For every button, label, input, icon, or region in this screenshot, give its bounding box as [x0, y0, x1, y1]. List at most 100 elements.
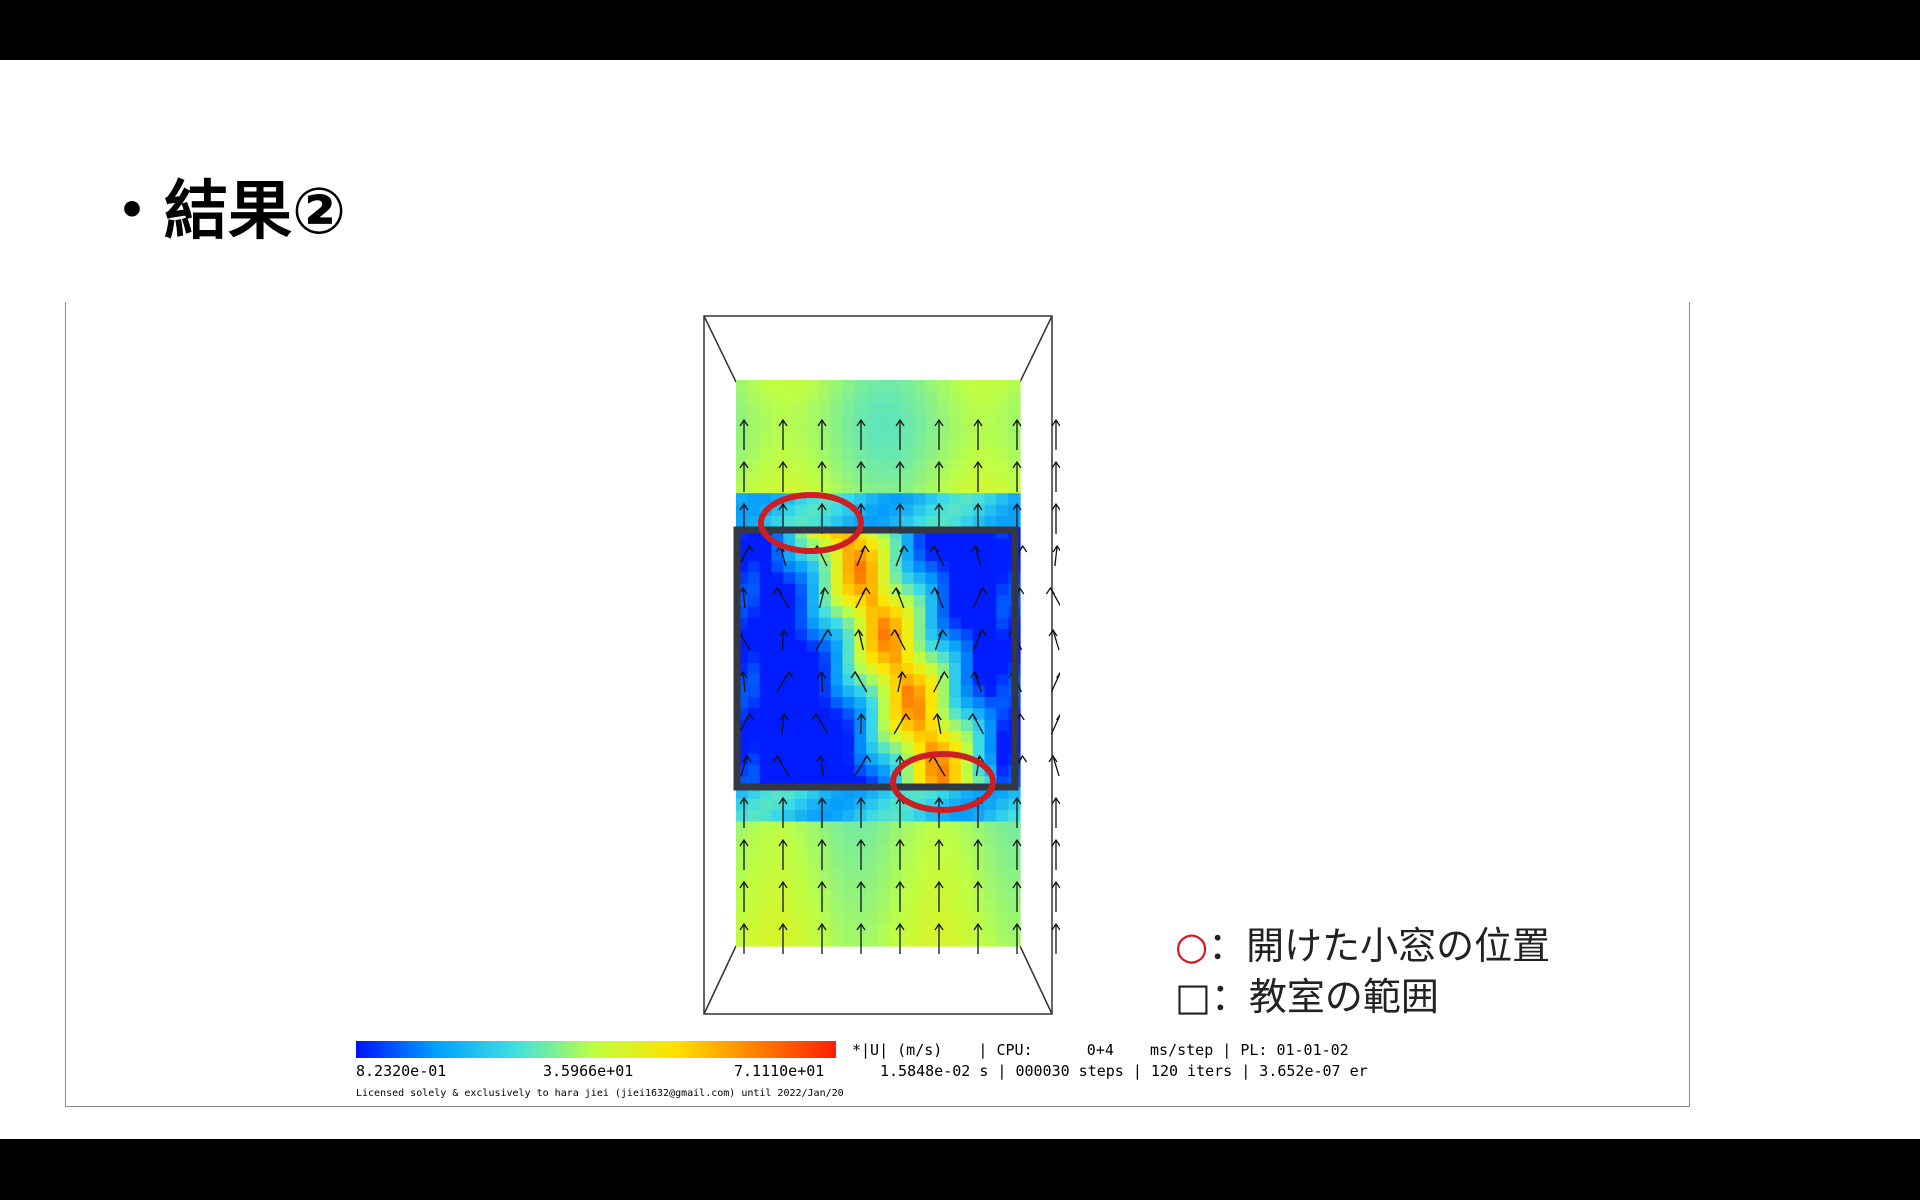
heatmap-cell: [937, 425, 950, 438]
heatmap-cell: [830, 742, 844, 755]
velocity-arrow-head: [973, 880, 983, 889]
heatmap-cell: [1008, 787, 1021, 800]
velocity-arrow-head: [939, 670, 949, 679]
heatmap-cell: [972, 730, 986, 743]
heatmap-cell: [771, 549, 784, 562]
heatmap-cell: [759, 776, 773, 789]
heatmap-cell: [925, 742, 938, 755]
heatmap-cell: [842, 708, 855, 721]
heatmap-cell: [889, 583, 903, 596]
heatmap-cell: [984, 538, 997, 551]
heatmap-cell: [972, 538, 986, 551]
heatmap-cell: [818, 651, 832, 664]
heatmap-cell: [747, 617, 761, 630]
heatmap-cell: [783, 776, 796, 789]
heatmap-cell: [913, 606, 926, 619]
heatmap-cell: [736, 719, 749, 732]
heatmap-cell: [878, 425, 891, 438]
heatmap-cell: [783, 764, 796, 777]
heatmap-cell: [759, 844, 773, 856]
heatmap-cell: [878, 414, 891, 426]
heatmap-cell: [901, 391, 915, 404]
heatmap-cell: [783, 912, 796, 924]
heatmap-cell: [878, 934, 891, 947]
heatmap-cell: [818, 515, 832, 528]
heatmap-cell: [925, 855, 938, 868]
heatmap-cell: [960, 380, 974, 392]
heatmap-cell: [949, 866, 962, 879]
heatmap-cell: [771, 866, 784, 879]
heatmap-cell: [736, 708, 749, 721]
heatmap-cell: [736, 674, 749, 687]
velocity-arrow-head: [817, 460, 827, 469]
heatmap-cell: [889, 798, 903, 811]
heatmap-cell: [960, 459, 974, 472]
heatmap-cell: [996, 606, 1009, 619]
heatmap-cell: [937, 493, 950, 506]
heatmap-cell: [913, 855, 926, 868]
heatmap-cell: [771, 595, 784, 607]
heatmap-cell: [996, 459, 1009, 472]
heatmap-cell: [795, 764, 808, 777]
heatmap-cell: [747, 549, 761, 562]
heatmap-cell: [842, 549, 855, 562]
heatmap-cell: [925, 380, 938, 392]
heatmap-cell: [807, 595, 820, 607]
heatmap-cell: [747, 821, 761, 834]
heatmap-cell: [759, 787, 773, 800]
heatmap-cell: [972, 697, 986, 709]
heatmap-cell: [866, 572, 879, 585]
heatmap-cell: [747, 606, 761, 619]
heatmap-cell: [878, 572, 891, 585]
heatmap-cell: [913, 900, 926, 913]
velocity-arrow-head: [973, 502, 983, 511]
heatmap-cell: [996, 866, 1009, 879]
heatmap-cell: [842, 866, 855, 879]
heatmap-cell: [984, 549, 997, 562]
velocity-arrow: [858, 629, 864, 651]
heatmap-cell: [830, 459, 844, 472]
heatmap-cell: [949, 719, 962, 732]
velocity-arrow: [742, 671, 746, 693]
velocity-arrow-head: [938, 628, 948, 637]
heatmap-cell: [842, 595, 855, 607]
heatmap-cell: [771, 697, 784, 709]
heatmap-cell: [984, 504, 997, 517]
license-notice: Licensed solely & exclusively to hara ji…: [356, 1088, 844, 1099]
heatmap-cell: [925, 697, 938, 709]
heatmap-cell: [937, 674, 950, 687]
heatmap-cell: [925, 787, 938, 800]
heatmap-cell: [759, 900, 773, 913]
heatmap-cell: [972, 515, 986, 528]
heatmap-cell: [818, 459, 832, 472]
heatmap-cell: [984, 629, 997, 641]
heatmap-cell: [807, 617, 820, 630]
heatmap-cell: [830, 912, 844, 924]
heatmap-cell: [1008, 380, 1021, 392]
heatmap-cell: [759, 425, 773, 438]
heatmap-cell: [830, 866, 844, 879]
heatmap-cell: [783, 459, 796, 472]
heatmap-cell: [842, 776, 855, 789]
heatmap-cell: [795, 402, 808, 415]
heatmap-cell: [996, 436, 1009, 449]
heatmap-cell: [949, 878, 962, 890]
heatmap-cell: [736, 912, 749, 924]
heatmap-cell: [972, 504, 986, 517]
heatmap-cell: [747, 425, 761, 438]
heatmap-cell: [807, 663, 820, 675]
heatmap-cell: [949, 900, 962, 913]
heatmap-cell: [842, 606, 855, 619]
velocity-arrow-head: [934, 838, 944, 847]
heatmap-cell: [960, 538, 974, 551]
heatmap-cell: [878, 753, 891, 766]
heatmap-cell: [759, 572, 773, 585]
heatmap-cell: [771, 810, 784, 823]
heatmap-cell: [889, 515, 903, 528]
heatmap-cell: [878, 538, 891, 551]
heatmap-cell: [795, 561, 808, 573]
heatmap-cell: [1008, 447, 1021, 460]
heatmap-cell: [747, 764, 761, 777]
velocity-arrow-head: [856, 712, 866, 721]
heatmap-cell: [771, 425, 784, 438]
